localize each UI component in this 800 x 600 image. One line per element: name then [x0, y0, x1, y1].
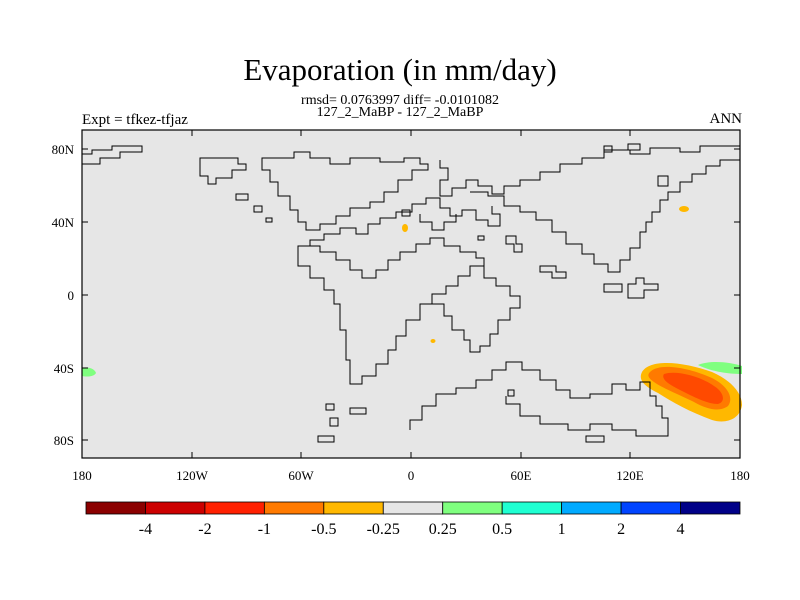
colorbar-label: 0.25 [429, 521, 457, 538]
axis-ticks [81, 130, 741, 458]
lon-tick-label: 60E [511, 468, 532, 483]
positive-anomaly-patch-east [698, 362, 742, 374]
lon-tick-label: 180 [72, 468, 92, 483]
colorbar-label: 4 [677, 521, 685, 538]
colorbar-swatch [204, 501, 265, 515]
colorbar-label: 1 [558, 521, 566, 538]
colorbar-label: -0.5 [311, 521, 336, 538]
lon-tick-label: 60W [288, 468, 314, 483]
negative-anomaly-core [663, 372, 723, 404]
latitude-labels: 80N 40N 0 40S 80S [52, 142, 75, 448]
colorbar [85, 501, 741, 515]
colorbar-label: -2 [198, 521, 211, 538]
lon-tick-label: 0 [408, 468, 415, 483]
anomaly-spot-africa [430, 339, 436, 343]
lat-tick-label: 40S [54, 361, 74, 376]
colorbar-swatch [442, 501, 503, 515]
colorbar-swatch [680, 501, 741, 515]
colorbar-swatch [382, 501, 444, 515]
experiment-label: Expt = tfkez-tfjaz [82, 112, 188, 128]
colorbar-label: -1 [258, 521, 271, 538]
colorbar-swatch [263, 501, 325, 515]
lat-tick-label: 40N [52, 215, 75, 230]
colorbar-swatch [85, 501, 146, 515]
cases-subtitle: 127_2_MaBP - 127_2_MaBP [316, 105, 484, 120]
colorbar-swatch [145, 501, 206, 515]
longitude-labels: 180 120W 60W 0 60E 120E 180 [72, 468, 750, 483]
colorbar-swatch [501, 501, 563, 515]
lon-tick-label: 180 [730, 468, 750, 483]
colorbar-swatch [620, 501, 681, 515]
map-plot-area [82, 130, 740, 458]
lon-tick-label: 120W [176, 468, 209, 483]
lon-tick-label: 120E [616, 468, 644, 483]
coastlines [81, 143, 741, 443]
lat-tick-label: 80N [52, 142, 75, 157]
anomaly-spot-asia [679, 206, 689, 212]
colorbar-swatch [323, 501, 384, 515]
lat-tick-label: 0 [68, 288, 75, 303]
colorbar-swatch [561, 501, 622, 515]
positive-anomaly-patch-west [82, 367, 96, 377]
colorbar-labels: -4 -2 -1 -0.5 -0.25 0.25 0.5 1 2 4 [139, 521, 685, 538]
lat-tick-label: 80S [54, 433, 74, 448]
colorbar-label: 2 [617, 521, 625, 538]
colorbar-label: -0.25 [367, 521, 400, 538]
map-title: Evaporation (in mm/day) [243, 52, 557, 87]
colorbar-label: -4 [139, 521, 152, 538]
stats-subtitle: rmsd= 0.0763997 diff= -0.0101082 [301, 93, 499, 108]
anomaly-spot-europe [402, 224, 408, 232]
season-label: ANN [709, 111, 743, 127]
anomaly-patches [82, 206, 742, 422]
colorbar-label: 0.5 [492, 521, 512, 538]
